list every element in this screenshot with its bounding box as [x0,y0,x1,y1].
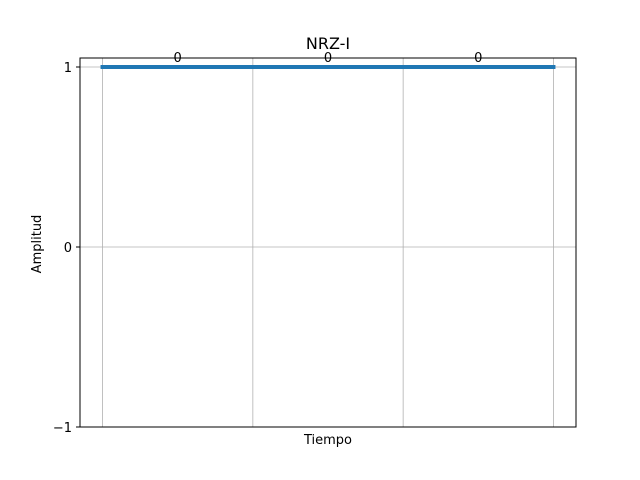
bit-label-1: 0 [324,51,332,66]
y-axis-ticks: −1 0 1 [53,61,80,436]
y-tick-label-0: −1 [53,421,72,436]
y-tick-label-2: 1 [64,61,72,76]
x-axis-label: Tiempo [303,433,352,448]
axes-frame [79,57,577,428]
bit-label-2: 0 [474,51,482,66]
bit-label-0: 0 [174,51,182,66]
y-axis-label: Amplitud [30,215,45,274]
bit-labels: 0 0 0 [174,51,483,66]
chart-title: NRZ-I [306,34,350,53]
y-tick-label-1: 0 [64,241,72,256]
